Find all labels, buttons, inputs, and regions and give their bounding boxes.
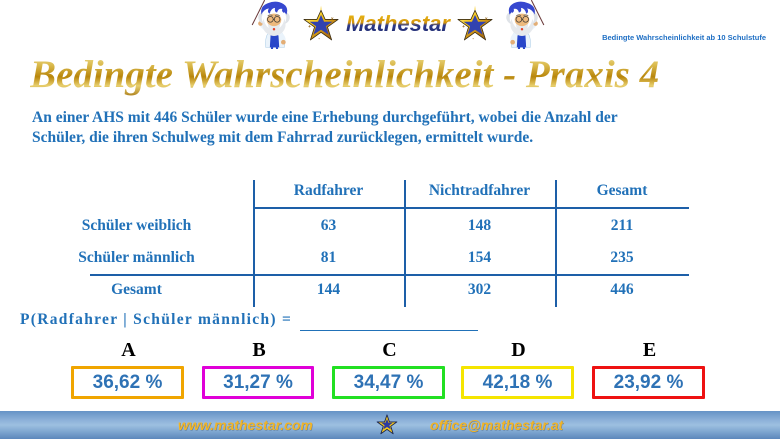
svg-text:+: + bbox=[308, 25, 311, 30]
svg-text:-: - bbox=[472, 37, 474, 42]
svg-text:+: + bbox=[462, 25, 465, 30]
svg-text:-: - bbox=[318, 37, 320, 42]
svg-text:x: x bbox=[485, 17, 488, 22]
svg-text:x: x bbox=[331, 17, 334, 22]
